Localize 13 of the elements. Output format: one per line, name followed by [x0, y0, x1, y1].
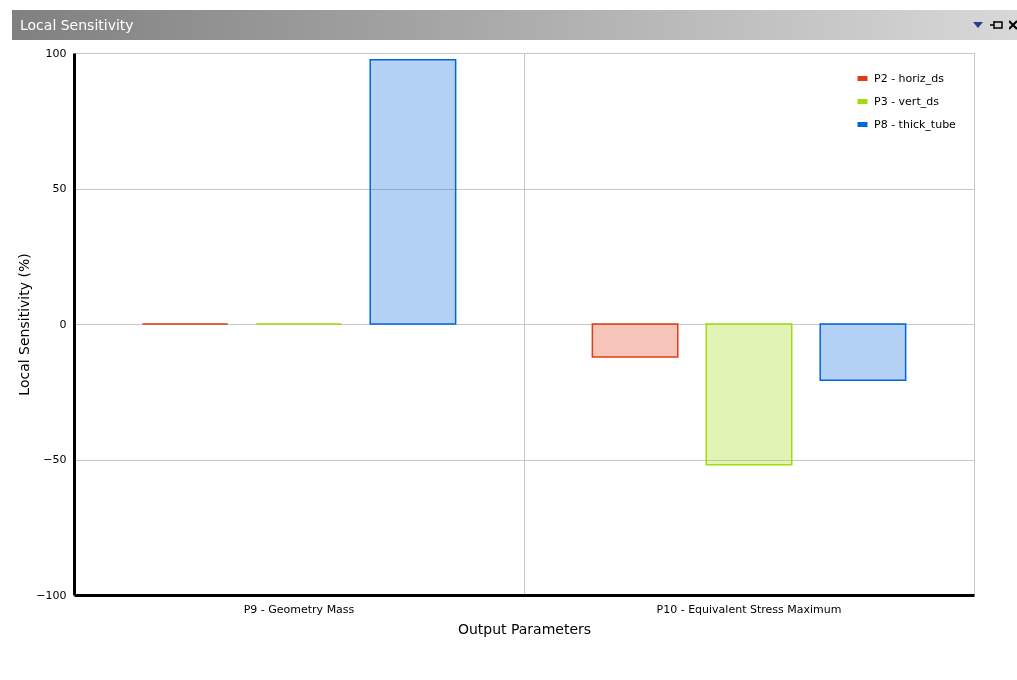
x-tick-label: P9 - Geometry Mass [243, 602, 355, 616]
legend-label: P8 - thick_tube [874, 117, 957, 131]
legend-label: P2 - horiz_ds [874, 71, 945, 85]
y-tick-label: 100 [45, 46, 67, 60]
x-axis-title: Output Parameters [457, 620, 592, 637]
y-tick-label: 0 [59, 317, 67, 331]
chart-title: Local Sensitivity [20, 17, 134, 33]
y-tick-label: −50 [43, 453, 67, 466]
legend-label: P3 - vert_ds [874, 94, 940, 108]
y-tick-label: 50 [52, 182, 67, 195]
y-axis-title: Local Sensitivity (%) [16, 253, 33, 396]
x-tick-label: P10 - Equivalent Stress Maximum [656, 602, 842, 616]
y-tick-label: −100 [36, 588, 67, 602]
